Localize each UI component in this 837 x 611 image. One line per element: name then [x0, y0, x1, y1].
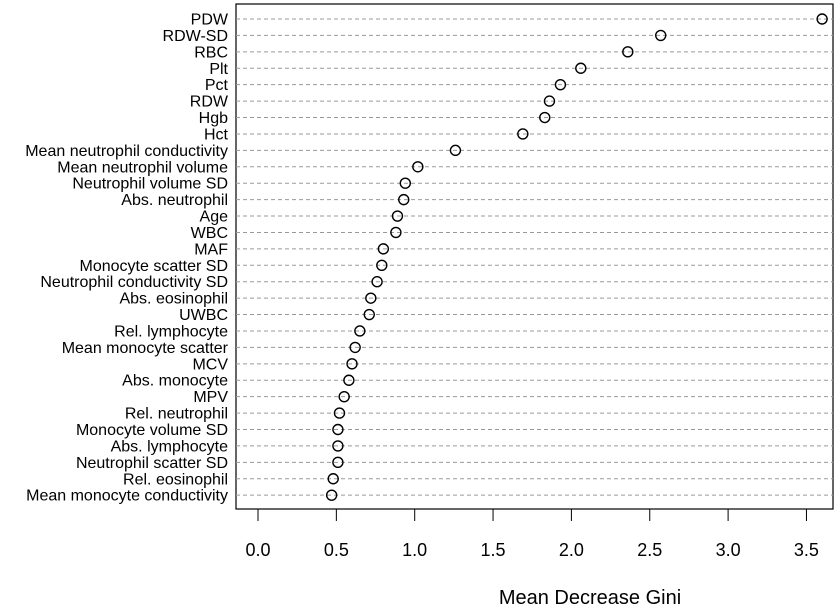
variable-label: Neutrophil scatter SD — [76, 455, 228, 472]
data-point — [622, 46, 634, 58]
data-point — [332, 423, 344, 436]
variable-label: Mean neutrophil volume — [57, 159, 228, 176]
variable-label: MPV — [193, 389, 228, 406]
data-point — [333, 407, 346, 419]
data-point — [391, 210, 404, 222]
variable-label: Rel. neutrophil — [125, 406, 228, 423]
variable-label: UWBC — [179, 307, 228, 324]
data-point — [346, 358, 358, 370]
x-tick-label: 1.5 — [481, 540, 506, 560]
data-point — [343, 374, 355, 386]
variable-label: MAF — [194, 241, 228, 258]
data-point — [376, 259, 388, 271]
data-point — [390, 226, 402, 239]
data-point — [349, 341, 361, 354]
data-point — [539, 111, 551, 124]
x-axis-label: Mean Decrease Gini — [499, 587, 681, 609]
variable-label: RBC — [194, 44, 228, 61]
x-tick-label: 2.5 — [637, 540, 662, 560]
data-points — [325, 13, 828, 501]
data-point — [554, 78, 567, 91]
data-point — [327, 473, 339, 485]
data-point — [371, 276, 383, 288]
variable-label: Monocyte volume SD — [76, 422, 228, 439]
variable-label: Hct — [204, 126, 229, 143]
x-axis: 0.0 0.5 1.0 1.5 2.0 2.5 3.0 3.5 — [245, 508, 819, 560]
data-point — [399, 177, 411, 189]
x-tick-label: 0.0 — [245, 540, 270, 560]
variable-label: WBC — [191, 225, 228, 242]
variable-label: RDW — [190, 94, 229, 111]
data-point — [398, 193, 410, 206]
variable-label: Neutrophil conductivity SD — [40, 274, 228, 291]
variable-label: Mean monocyte scatter — [62, 340, 229, 357]
variable-label: Abs. neutrophil — [121, 192, 228, 209]
data-point — [338, 390, 350, 403]
x-tick-label: 1.0 — [402, 540, 427, 560]
data-point — [332, 456, 344, 469]
variable-label: Mean neutrophil conductivity — [25, 143, 228, 160]
x-tick-label: 3.5 — [794, 540, 819, 560]
variable-label: Hgb — [199, 110, 228, 127]
data-point — [575, 62, 587, 74]
variable-label: Abs. eosinophil — [119, 291, 228, 308]
variable-label: MCV — [192, 356, 228, 373]
data-point — [655, 29, 667, 42]
x-tick-label: 0.5 — [324, 540, 349, 560]
data-point — [377, 243, 390, 255]
variable-label: PDW — [191, 12, 229, 29]
variable-label: Abs. monocyte — [122, 373, 228, 390]
variable-label: Rel. lymphocyte — [114, 323, 228, 340]
variable-label: Neutrophil volume SD — [72, 176, 228, 193]
data-point — [816, 13, 828, 25]
data-point — [325, 489, 338, 501]
plot-frame — [235, 3, 834, 510]
variable-label: Plt — [209, 61, 228, 78]
data-point — [354, 325, 366, 337]
grid-lines — [236, 18, 833, 496]
variable-label: RDW-SD — [163, 28, 228, 45]
x-tick-label: 2.0 — [559, 540, 584, 560]
data-point — [332, 440, 344, 452]
variable-label: Age — [200, 209, 229, 226]
data-point — [412, 161, 424, 173]
data-point — [517, 128, 529, 140]
variable-label: Rel. eosinophil — [123, 471, 228, 488]
data-point — [449, 144, 462, 157]
data-point — [363, 308, 375, 321]
data-point — [543, 95, 556, 107]
variable-label: Monocyte scatter SD — [80, 258, 229, 275]
x-tick-label: 3.0 — [716, 540, 741, 560]
variable-label: Mean monocyte conductivity — [26, 488, 228, 505]
data-point — [365, 292, 377, 304]
variable-label: Pct — [205, 77, 229, 94]
variable-label: Abs. lymphocyte — [111, 438, 228, 455]
